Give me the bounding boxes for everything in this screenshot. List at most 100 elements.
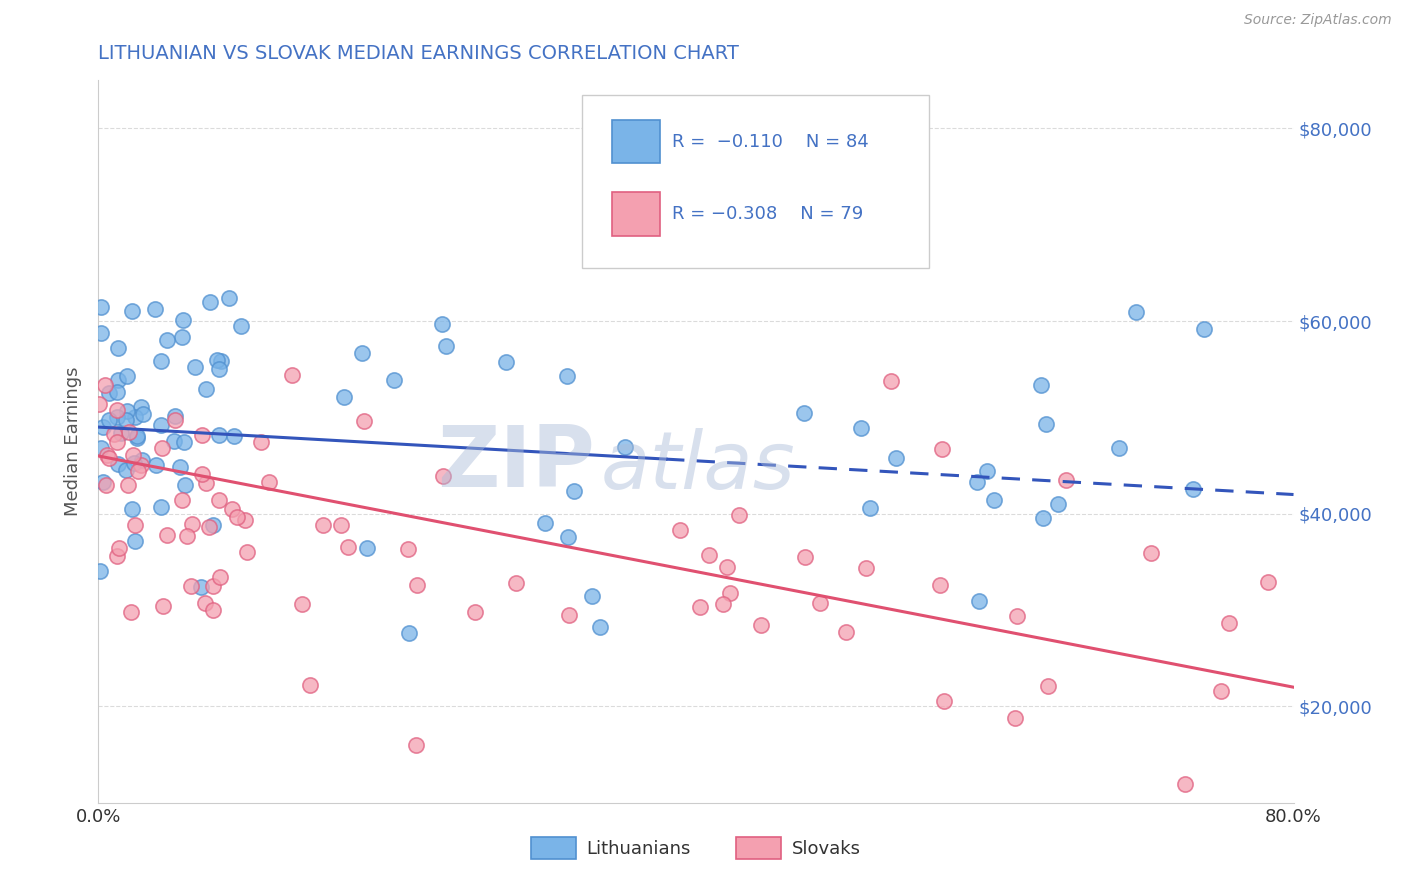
Point [94,378,117,392]
Point [110,426,132,441]
Point [1035,417,1057,431]
Point [669,523,692,537]
Point [91,475,114,489]
Point [170,330,193,344]
Point [170,493,193,508]
Point [107,457,129,471]
Point [105,384,128,399]
Point [1007,609,1029,624]
Point [150,500,173,514]
Point [108,541,131,555]
Point [749,618,772,632]
Point [1140,546,1163,560]
Point [218,291,240,305]
Point [107,403,129,417]
Point [398,626,420,640]
Point [105,549,128,563]
Point [87,397,110,411]
Point [464,605,486,619]
FancyBboxPatch shape [582,95,929,268]
Point [932,694,955,708]
Point [191,428,214,442]
Point [557,530,579,544]
Point [855,561,877,575]
Point [90,441,112,455]
Point [281,368,304,383]
Point [176,528,198,542]
Point [198,520,221,534]
Point [689,600,711,615]
Point [226,509,249,524]
Point [1004,711,1026,725]
Point [562,484,585,499]
Point [183,359,205,374]
Point [697,548,720,562]
Text: Source: ZipAtlas.com: Source: ZipAtlas.com [1244,13,1392,28]
Point [194,597,217,611]
Point [1182,482,1205,496]
Point [96,448,118,462]
Point [716,559,738,574]
Point [103,427,125,442]
Point [350,345,373,359]
Point [208,362,231,376]
Point [194,476,217,491]
Point [89,564,111,578]
Point [115,413,138,427]
Point [121,502,143,516]
Point [794,549,817,564]
Point [115,463,138,477]
Point [191,467,214,481]
Point [405,578,427,592]
Point [976,464,998,478]
Point [165,413,187,427]
Point [180,516,202,531]
Text: ZIP: ZIP [437,422,595,505]
Point [432,468,454,483]
Point [405,738,427,752]
Point [124,533,146,548]
Point [880,374,903,388]
Point [434,339,457,353]
Point [121,448,143,462]
Point [728,508,751,522]
Point [149,354,172,368]
Point [125,428,148,442]
Point [194,382,217,396]
Point [145,458,167,473]
Point [98,386,121,401]
Point [208,492,231,507]
Point [333,391,356,405]
Point [614,440,637,454]
Bar [613,193,661,235]
Point [1029,378,1052,392]
Point [966,475,988,489]
Point [129,400,152,414]
Point [156,333,179,347]
Point [834,624,856,639]
Point [208,427,231,442]
Point [173,434,195,449]
Point [396,542,419,557]
Point [231,318,253,333]
Point [1194,322,1216,336]
Point [808,596,831,610]
Point [430,317,453,331]
Point [150,441,173,455]
Point [711,597,734,611]
Point [884,450,907,465]
Point [209,354,232,368]
Point [233,513,256,527]
Point [127,464,149,478]
Point [929,577,952,591]
Point [124,456,146,470]
Point [117,403,139,417]
Point [163,409,186,424]
Point [97,451,120,466]
Point [1211,683,1233,698]
Point [353,414,375,428]
Point [588,620,610,634]
Point [96,477,118,491]
Point [581,589,603,603]
Point [131,453,153,467]
